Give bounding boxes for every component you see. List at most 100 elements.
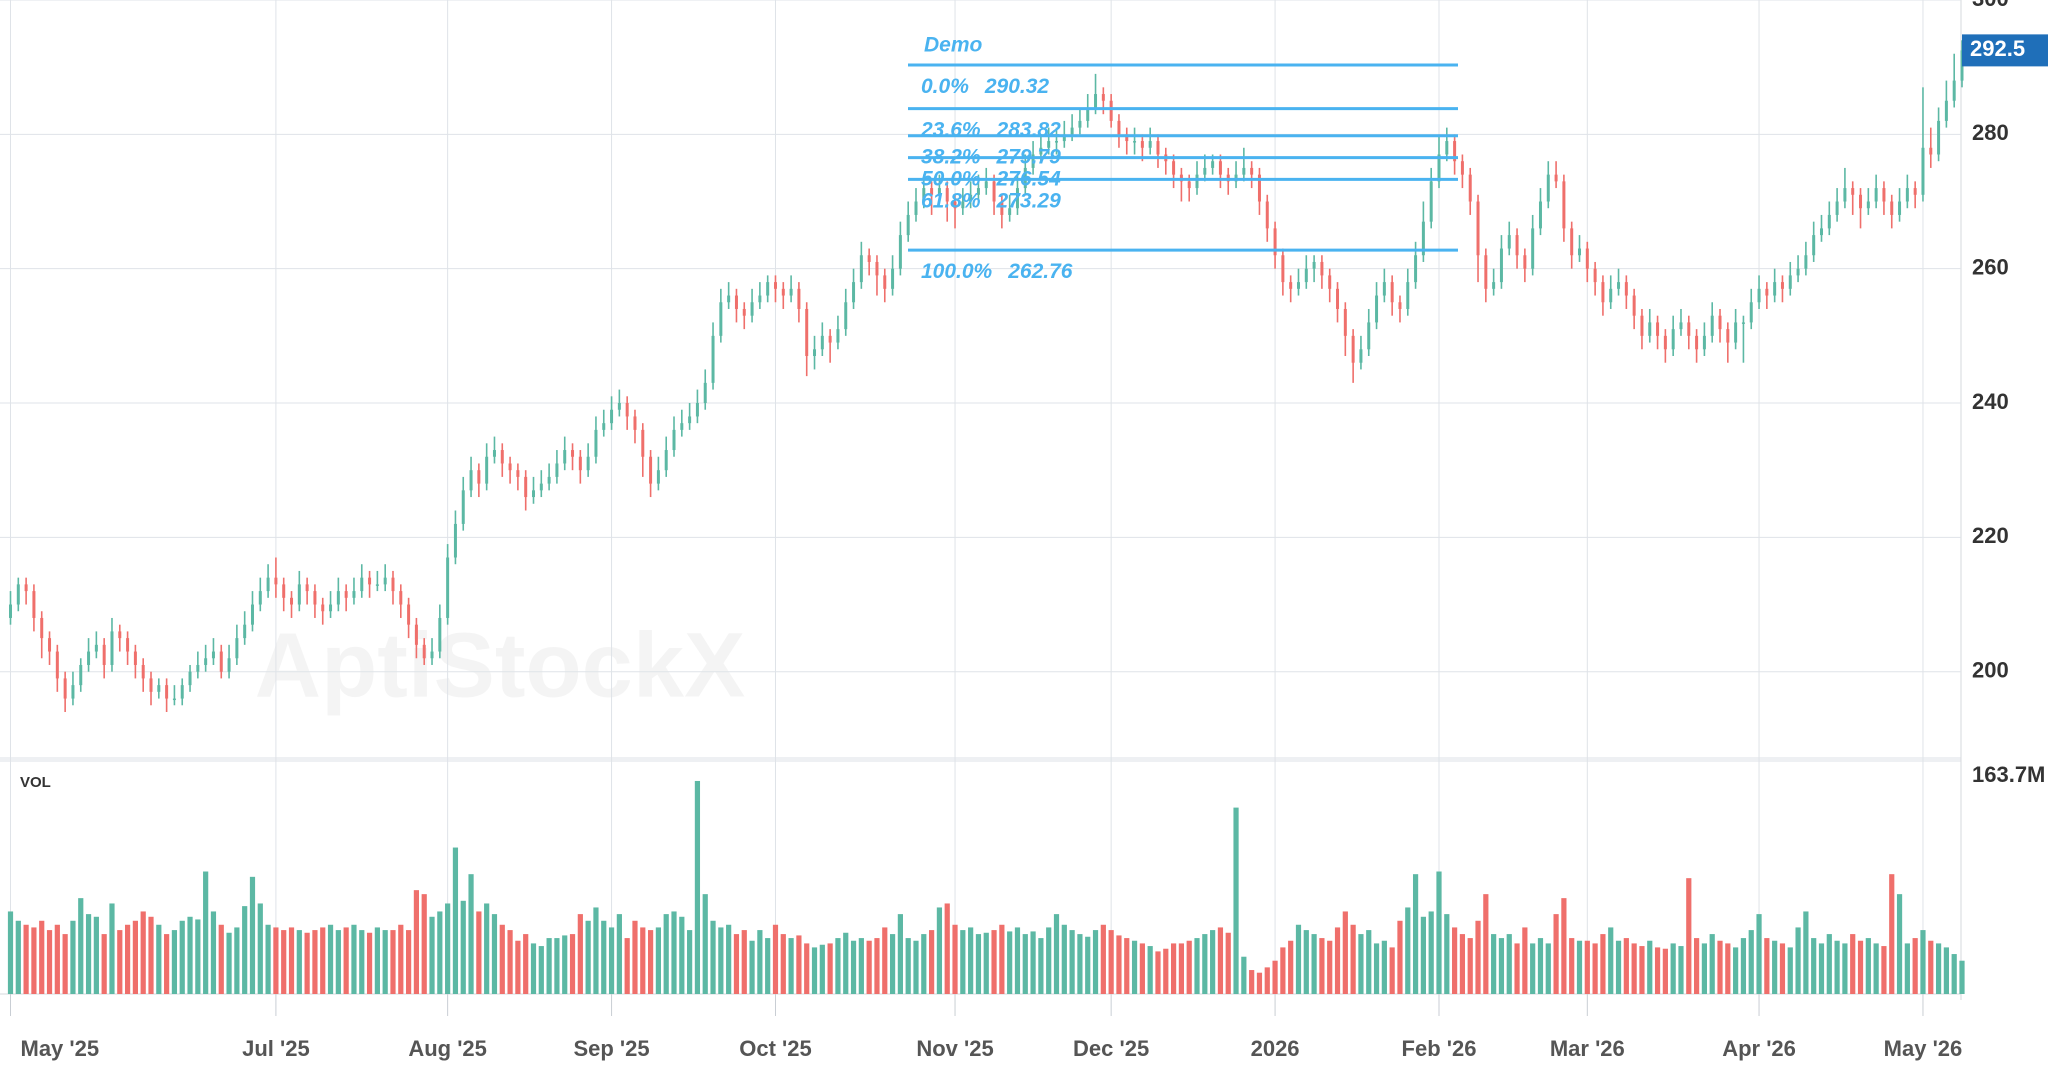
volume-bar	[1116, 935, 1122, 994]
bar-body	[1843, 188, 1847, 202]
volume-bar	[343, 927, 349, 994]
bar-body	[1570, 228, 1574, 256]
volume-bar	[616, 914, 622, 994]
fib-label: 0.0% 290.32	[921, 75, 1049, 98]
bar-body	[461, 490, 465, 524]
bar-body	[1484, 255, 1488, 289]
bar-body	[844, 302, 848, 330]
bar-body	[1031, 154, 1035, 168]
volume-bar	[429, 916, 435, 994]
volume-bar	[944, 903, 950, 994]
volume-bar	[179, 920, 185, 994]
volume-bar	[1061, 924, 1067, 994]
volume-bar	[1155, 951, 1161, 994]
volume-bar	[1319, 938, 1325, 994]
volume-bar	[257, 903, 263, 994]
volume-bar	[1678, 946, 1684, 994]
bar-body	[695, 403, 699, 417]
bar-body	[1741, 322, 1745, 324]
x-tick-label: Oct '25	[739, 1036, 812, 1061]
fib-ratio: 23.6%	[920, 118, 981, 141]
bar-body	[368, 577, 372, 585]
bar-body	[1812, 235, 1816, 256]
bar-body	[1343, 308, 1347, 336]
bar-body	[1702, 335, 1706, 350]
volume-bar	[1795, 927, 1801, 994]
volume-bar	[1428, 911, 1434, 994]
bar-body	[805, 308, 809, 356]
volume-bar	[1210, 930, 1216, 994]
volume-bar	[78, 898, 84, 994]
bar-body	[399, 591, 403, 605]
volume-bar	[242, 906, 248, 994]
volume-bar	[1561, 898, 1567, 994]
volume-bar	[804, 943, 810, 994]
volume-bar	[1701, 943, 1708, 994]
bar-body	[1578, 248, 1582, 256]
bar-body	[180, 685, 184, 699]
volume-bar	[515, 940, 521, 994]
bar-body	[1882, 188, 1886, 202]
volume-bar	[1483, 894, 1489, 994]
bar-body	[524, 476, 528, 498]
bar-body	[453, 523, 457, 558]
bar-body	[1398, 302, 1402, 309]
bar-body	[586, 456, 590, 471]
volume-bar	[679, 916, 685, 994]
volume-bar	[1912, 938, 1918, 994]
bar-body	[1195, 174, 1199, 189]
bar-body	[1554, 174, 1558, 182]
volume-bar	[1014, 927, 1021, 994]
volume-bar	[718, 927, 724, 994]
pane-separator	[0, 757, 1961, 762]
bar-body	[1062, 134, 1066, 142]
bar-body	[1453, 141, 1457, 162]
volume-bar	[1069, 930, 1075, 994]
bar-body	[1133, 141, 1137, 143]
volume-label: VOL	[20, 774, 51, 791]
volume-bar	[882, 927, 888, 994]
volume-bar	[835, 938, 841, 994]
bar-body	[141, 664, 145, 679]
bar-body	[508, 463, 512, 471]
volume-bar	[281, 930, 287, 994]
volume-bar	[1007, 931, 1013, 994]
bar-body	[1070, 127, 1074, 135]
bar-body	[1679, 322, 1683, 330]
volume-bar	[1405, 907, 1411, 994]
y2-tick-label: 163.7M	[1972, 762, 2045, 787]
volume-bar	[772, 924, 779, 994]
volume-bar	[1615, 940, 1622, 994]
bar-body	[1851, 188, 1855, 195]
volume-bar	[164, 934, 170, 994]
volume-bar	[187, 916, 193, 994]
volume-bar	[390, 930, 396, 994]
bar-body	[290, 597, 294, 605]
volume-bar	[312, 930, 318, 994]
volume-bar	[1779, 943, 1786, 994]
bar-body	[1796, 268, 1800, 276]
volume-bar	[1342, 911, 1348, 994]
bar-body	[211, 651, 215, 659]
volume-bar	[1748, 930, 1754, 994]
bar-body	[571, 450, 575, 457]
bar-body	[305, 584, 309, 592]
bar-body	[688, 416, 692, 424]
bar-body	[1952, 80, 1956, 101]
bar-body	[719, 302, 723, 336]
bar-body	[1320, 261, 1324, 276]
volume-bar	[70, 920, 76, 994]
volume-bar	[1139, 943, 1145, 994]
bar-body	[1312, 261, 1316, 269]
volume-bar	[710, 920, 716, 994]
bar-body	[118, 631, 122, 639]
volume-bar	[93, 916, 99, 994]
bar-body	[1094, 94, 1098, 108]
volume-bar	[1264, 967, 1270, 994]
bar-body	[1874, 188, 1878, 202]
volume-bar	[101, 934, 107, 994]
volume-bar	[663, 914, 669, 994]
volume-bar	[577, 914, 583, 994]
bar-body	[1538, 201, 1542, 229]
